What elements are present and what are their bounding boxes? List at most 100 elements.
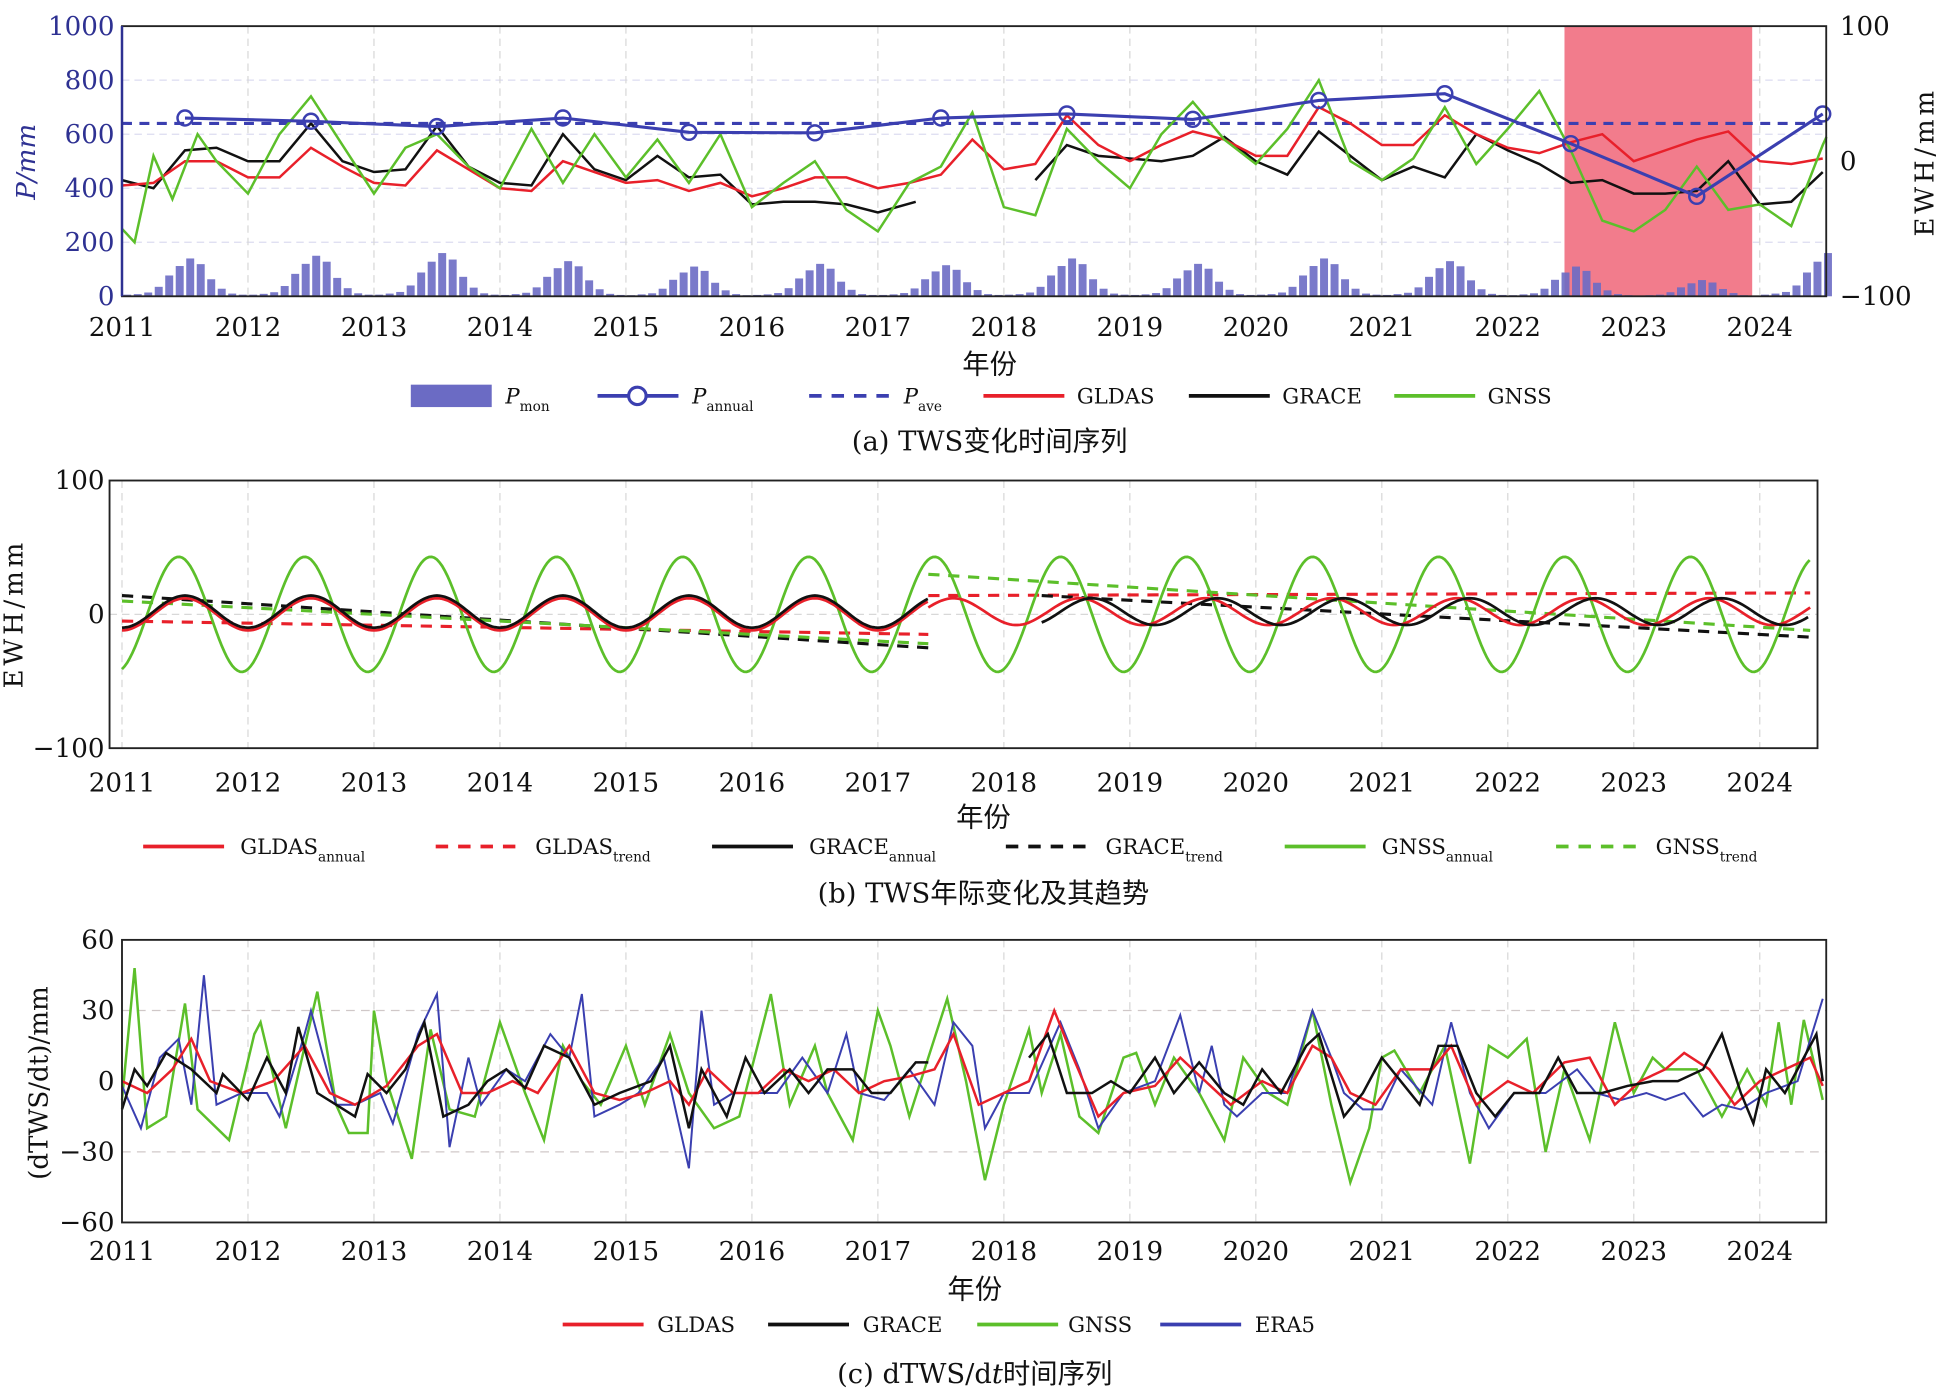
p-mon-bar (690, 266, 699, 297)
legend-label: GRACEtrend (1105, 834, 1223, 865)
legend-swatch (410, 384, 492, 408)
p-mon-bar (385, 293, 394, 297)
p-mon-bar (1173, 278, 1182, 297)
x-tick-label: 2023 (1601, 1237, 1668, 1267)
x-tick-label: 2011 (89, 313, 156, 343)
legend: Pmon Pannual Pave GLDAS GRACE GNSS (410, 383, 1552, 415)
p-mon-bar (1026, 292, 1035, 297)
p-mon-bar (1519, 294, 1528, 297)
x-tick-label: 2013 (341, 1237, 408, 1267)
p-mon-bar (396, 291, 405, 297)
p-mon-bar (1078, 264, 1087, 297)
p-mon-bar (207, 279, 216, 297)
legend-marker (627, 385, 648, 407)
p-mon-bar (1708, 282, 1717, 297)
p-annual-point (302, 112, 320, 130)
p-mon-bar (133, 294, 142, 297)
y-left-tick-label: 200 (65, 228, 115, 258)
caption-part: (c) dTWS/d (837, 1359, 992, 1390)
y-tick-label: −30 (59, 1138, 114, 1168)
grace-annual-line (1041, 596, 1809, 627)
legend-label: GRACE (863, 1312, 943, 1337)
p-mon-bar (1393, 294, 1402, 297)
legend-label: ERA5 (1255, 1312, 1315, 1337)
x-tick-label: 2017 (845, 313, 911, 343)
gnss-line (120, 968, 1824, 1187)
p-mon-bar (1036, 286, 1045, 297)
p-mon-bar (1330, 264, 1339, 297)
legend-item-gnss-trend: GNSStrend (1556, 834, 1758, 865)
p-mon-bar (333, 277, 342, 297)
legend-label-main: GLDAS (240, 834, 318, 859)
p-mon-bar (1677, 287, 1685, 297)
legend-item-grace-trend: GRACEtrend (1005, 834, 1223, 865)
legend-label-main: GLDAS (657, 1312, 735, 1337)
x-axis-label: 年份 (962, 349, 1017, 380)
x-tick-label: 2020 (1223, 313, 1289, 343)
legend-label-subscript: mon (520, 399, 550, 415)
p-mon-bar (1813, 261, 1822, 297)
y-tick-label: 30 (81, 996, 114, 1026)
x-tick-label: 2018 (971, 769, 1037, 799)
p-mon-bar (480, 293, 489, 297)
x-tick-label: 2015 (593, 313, 660, 343)
p-mon-bar (648, 293, 657, 297)
y-axis-label: (dTWS/dt)/mm (24, 986, 54, 1180)
x-tick-label: 2012 (215, 1237, 282, 1267)
legend-label: GNSS (1068, 1312, 1132, 1337)
p-mon-bar (301, 263, 310, 297)
panel-c-caption: (c) dTWS/dt时间序列 (837, 1359, 1112, 1390)
caption-part: t (992, 1359, 1004, 1390)
p-mon-bar (354, 293, 363, 297)
p-mon-bar (1614, 294, 1622, 297)
x-tick-label: 2018 (971, 313, 1037, 343)
p-mon-bar (669, 279, 678, 297)
p-annual-point (1814, 105, 1832, 123)
p-annual-point (1562, 134, 1580, 153)
x-tick-label: 2015 (593, 1237, 660, 1267)
p-mon-bar (144, 292, 153, 297)
legend-item-gldas-annual: GLDASannual (143, 834, 365, 865)
p-mon-bar (553, 268, 562, 297)
gldas-trend-line (121, 619, 929, 636)
x-tick-label: 2016 (719, 769, 786, 799)
p-mon-bar (931, 271, 940, 297)
x-tick-label: 2019 (1097, 769, 1163, 799)
p-mon-bar (1341, 279, 1350, 297)
y-right-axis-label: EWH/mm (1910, 87, 1940, 236)
x-tick-label: 2021 (1349, 769, 1416, 799)
p-mon-bar (1267, 294, 1276, 297)
p-mon-bar (889, 294, 898, 297)
legend-label-main: P (691, 383, 707, 408)
p-mon-bar (1309, 266, 1318, 297)
x-tick-label: 2024 (1727, 769, 1794, 799)
p-mon-bar (910, 288, 919, 297)
p-mon-bar (700, 270, 709, 297)
legend-item-grace: GRACE (768, 1312, 942, 1337)
p-mon-bar (1089, 279, 1098, 297)
legend-label-subscript: trend (613, 849, 651, 865)
p-mon-bar (1561, 272, 1570, 297)
x-tick-label: 2018 (971, 1237, 1037, 1267)
legend-item-gnss: GNSS (977, 1312, 1132, 1337)
grace-annual-line (121, 594, 929, 630)
p-annual-point (1310, 91, 1328, 110)
legend-label-subscript: trend (1720, 849, 1758, 865)
p-mon-bar (406, 285, 415, 297)
x-tick-label: 2014 (467, 1237, 534, 1267)
p-mon-bar (763, 294, 772, 297)
p-mon-bar (1057, 266, 1066, 297)
y-left-tick-label: 800 (65, 66, 115, 96)
p-mon-bar (154, 286, 163, 297)
p-mon-bar (1781, 291, 1790, 297)
x-tick-label: 2013 (341, 769, 408, 799)
x-tick-label: 2022 (1475, 313, 1542, 343)
y-right-tick-label: 0 (1840, 147, 1857, 177)
p-mon-bar (1593, 282, 1601, 297)
p-mon-bar (805, 270, 814, 297)
legend-label-main: GRACE (1105, 834, 1185, 859)
p-mon-bar (784, 288, 793, 297)
legend-label: GNSS (1488, 383, 1552, 408)
legend-item-p-mon: Pmon (410, 383, 550, 415)
p-mon-bar (280, 286, 289, 297)
